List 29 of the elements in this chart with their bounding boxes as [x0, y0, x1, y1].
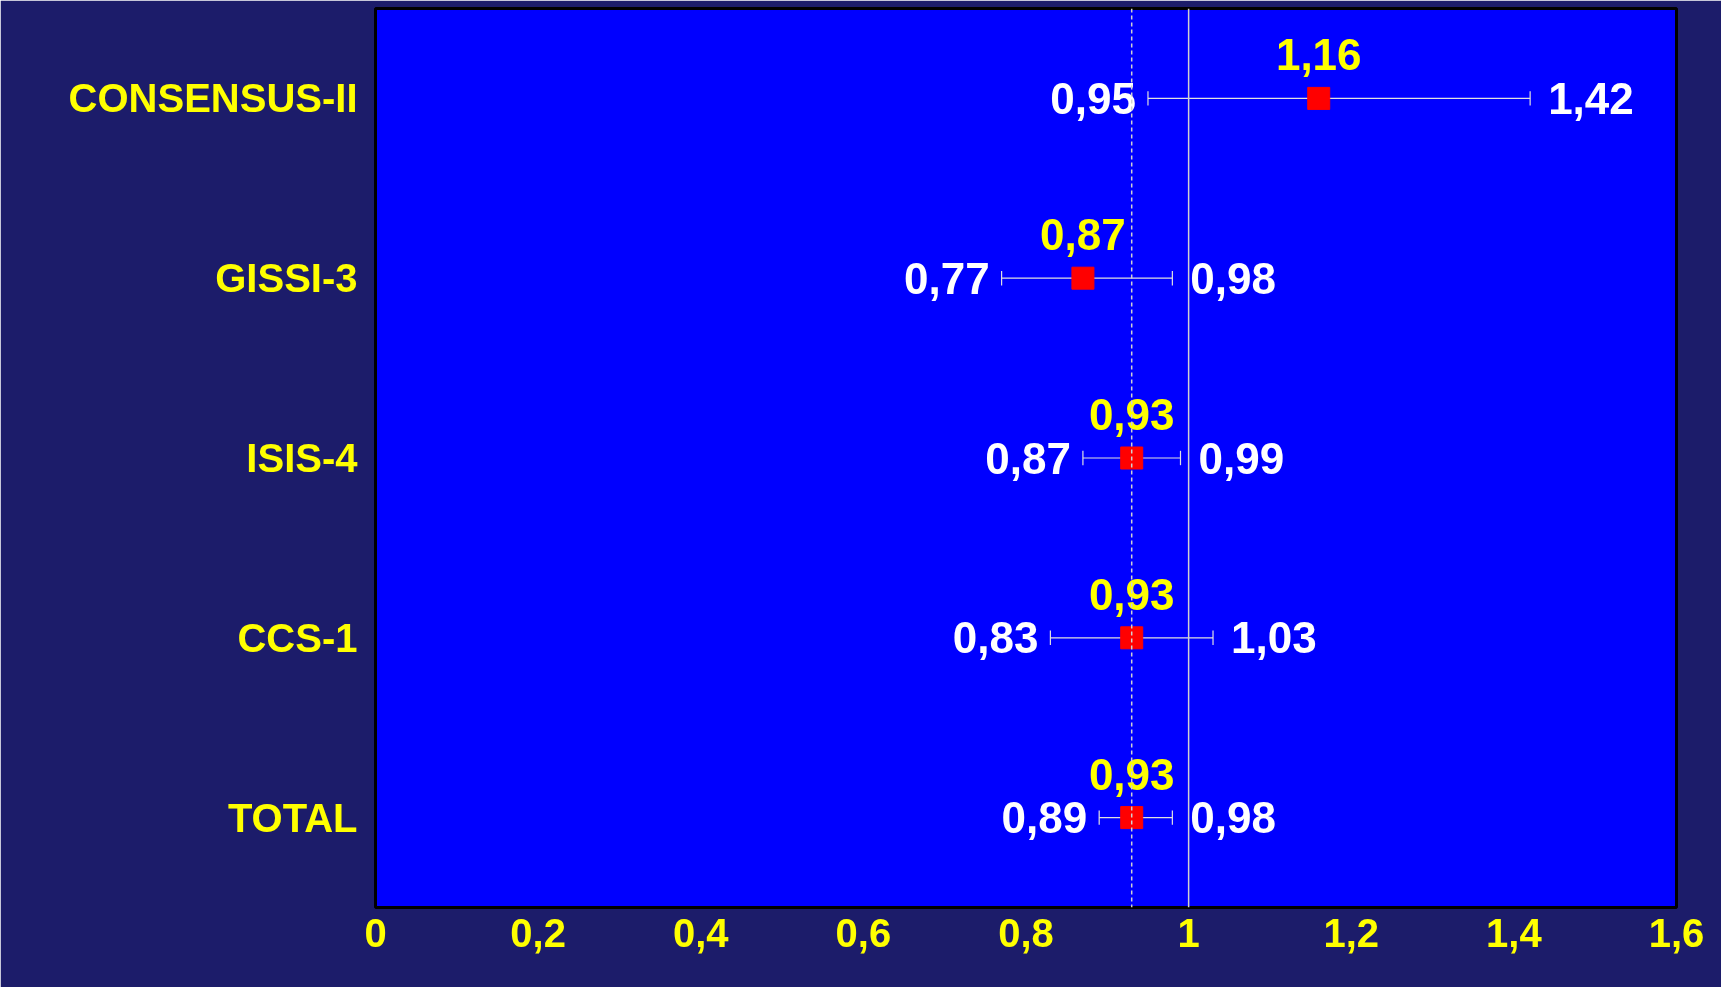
- y-tick-label: GISSI-3: [215, 256, 358, 301]
- data-label: 1,16: [1275, 30, 1362, 80]
- annotation: 1,03: [1231, 613, 1317, 663]
- annotation: 0,99: [1198, 433, 1285, 483]
- data-label: 0,93: [1088, 749, 1175, 799]
- annotation: 0,77: [903, 253, 990, 303]
- x-tick-label: 0: [364, 910, 387, 955]
- data-label: 0,93: [1088, 390, 1175, 439]
- x-tick-label: 1,6: [1648, 910, 1705, 955]
- y-tick-label: CCS-1: [237, 615, 358, 660]
- annotation: 0,95: [1050, 73, 1136, 123]
- data-label: 0,87: [1040, 210, 1126, 260]
- y-tick-label: TOTAL: [227, 795, 358, 840]
- x-tick-label: 0,6: [835, 910, 892, 955]
- x-tick-label: 0,4: [672, 910, 730, 955]
- x-tick-label: 0,2: [510, 910, 566, 955]
- annotation: 0,98: [1190, 253, 1276, 303]
- y-tick-label: ISIS-4: [246, 436, 359, 480]
- x-tick-label: 0,8: [998, 910, 1054, 955]
- annotation: 0,89: [1001, 793, 1088, 843]
- x-tick-label: 1,4: [1486, 910, 1543, 955]
- x-tick-label: 1,2: [1323, 910, 1380, 955]
- y-tick-label: CONSENSUS-II: [68, 76, 358, 121]
- annotation: 0,87: [985, 433, 1071, 483]
- x-tick-label: 1: [1177, 910, 1200, 955]
- annotation: 0,83: [952, 613, 1039, 663]
- data-label: 0,93: [1088, 569, 1175, 619]
- annotation: 1,42: [1548, 73, 1634, 123]
- annotation: 0,98: [1190, 793, 1276, 843]
